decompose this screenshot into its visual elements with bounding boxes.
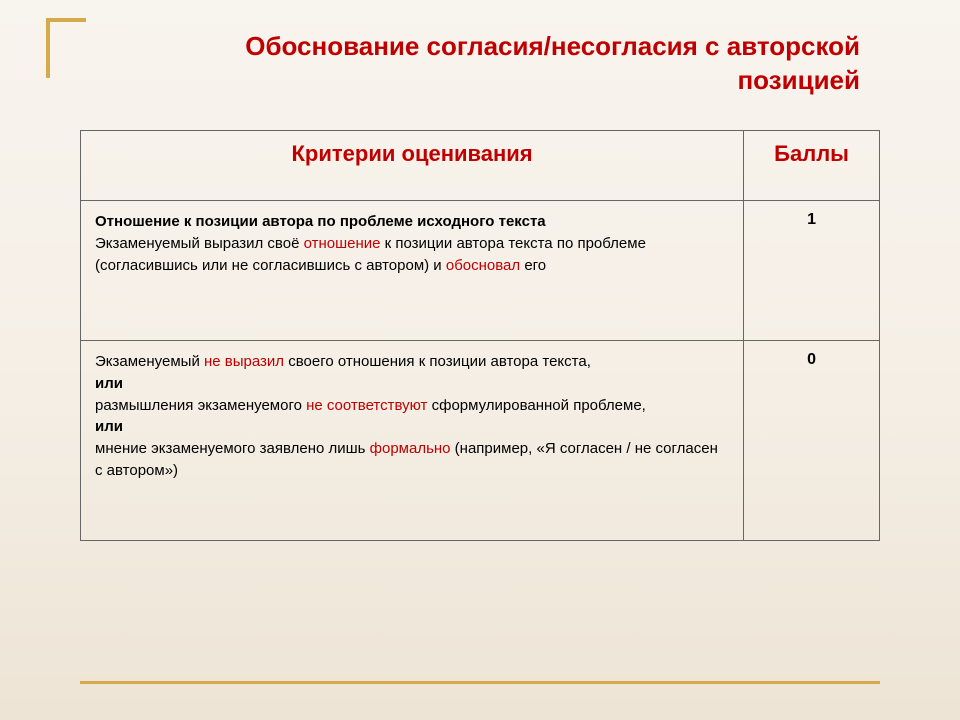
criterion-text: размышления экзаменуемого — [95, 397, 306, 414]
score-cell-1: 1 — [744, 201, 880, 341]
slide-title: Обоснование согласия/несогласия с авторс… — [150, 30, 860, 98]
slide: Обоснование согласия/несогласия с авторс… — [0, 0, 960, 720]
criterion-cell-2: Экзаменуемый не выразил своего отношения… — [81, 341, 744, 541]
criterion-or: или — [95, 375, 123, 392]
criterion-text: Экзаменуемый выразил своё — [95, 235, 304, 252]
table-row: Отношение к позиции автора по проблеме и… — [81, 201, 880, 341]
bottom-rule — [80, 681, 880, 684]
criteria-table-wrap: Критерии оценивания Баллы Отношение к по… — [80, 130, 880, 541]
criterion-or: или — [95, 418, 123, 435]
criterion-cell-1: Отношение к позиции автора по проблеме и… — [81, 201, 744, 341]
highlight-word: отношение — [304, 235, 381, 252]
header-criteria: Критерии оценивания — [81, 131, 744, 201]
highlight-word: не соответствуют — [306, 397, 427, 414]
criterion-text: своего отношения к позиции автора текста… — [284, 353, 591, 370]
criterion-text: мнение экзаменуемого заявлено лишь — [95, 440, 370, 457]
highlight-word: не выразил — [204, 353, 284, 370]
header-score: Баллы — [744, 131, 880, 201]
criteria-table: Критерии оценивания Баллы Отношение к по… — [80, 130, 880, 541]
criterion-text: его — [520, 257, 546, 274]
highlight-word: обосновал — [446, 257, 520, 274]
table-row: Экзаменуемый не выразил своего отношения… — [81, 341, 880, 541]
criterion-text: Экзаменуемый — [95, 353, 204, 370]
criterion-title: Отношение к позиции автора по проблеме и… — [95, 213, 546, 230]
criterion-text: сформулированной проблеме, — [427, 397, 645, 414]
table-header-row: Критерии оценивания Баллы — [81, 131, 880, 201]
highlight-word: формально — [370, 440, 451, 457]
corner-accent — [46, 18, 86, 78]
score-cell-2: 0 — [744, 341, 880, 541]
